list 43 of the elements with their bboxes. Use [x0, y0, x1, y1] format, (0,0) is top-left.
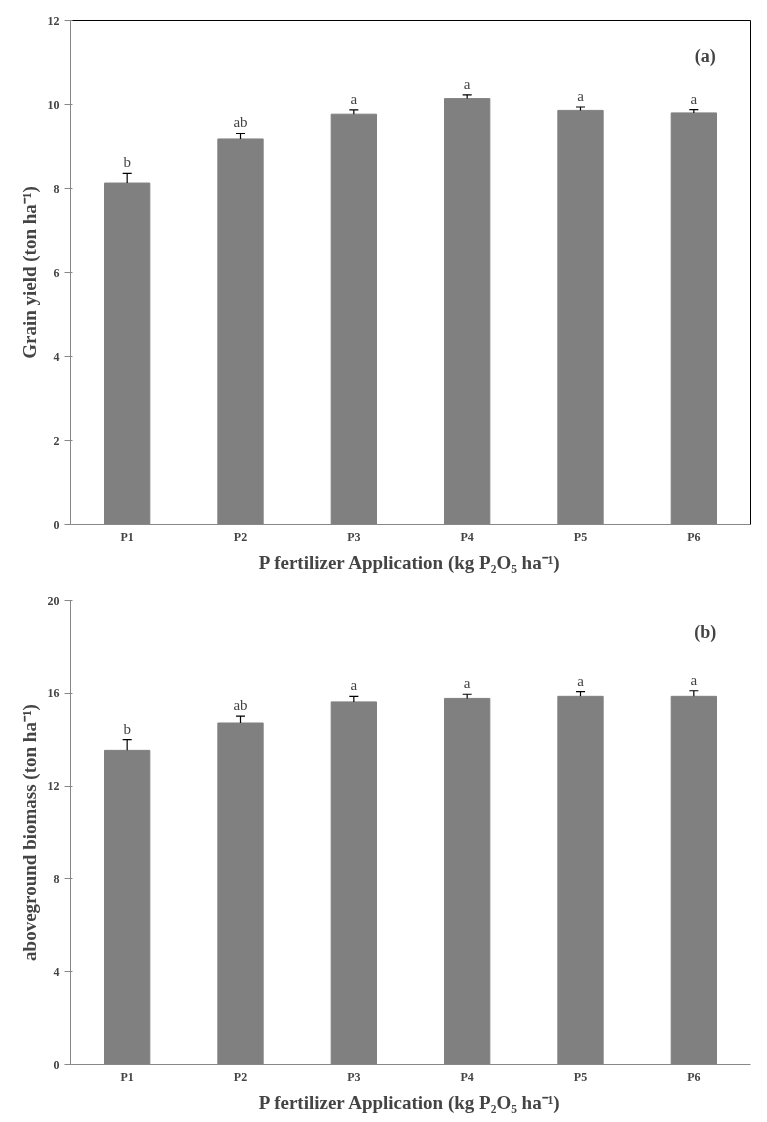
x-tick-label: P2	[233, 1069, 248, 1084]
x-tick-label: P5	[573, 1069, 588, 1084]
y-tick-label: 8	[53, 871, 60, 886]
annotation: b	[123, 720, 131, 737]
x-tick-label: P4	[460, 529, 474, 544]
annotation: (a)	[694, 45, 716, 67]
annotation: a	[690, 671, 698, 688]
annotation: a	[463, 675, 471, 692]
y-tick-label: 0	[53, 517, 60, 532]
y-tick-label: 12	[47, 13, 60, 28]
x-tick-label: P6	[687, 1069, 701, 1084]
x-tick-label: P3	[347, 529, 361, 544]
y-tick-label: 8	[53, 181, 60, 196]
x-tick-label: P1	[120, 529, 134, 544]
x-tick-label: P4	[460, 1069, 474, 1084]
x-tick-label: P1	[120, 1069, 134, 1084]
annotation: ab	[233, 114, 248, 131]
annotation: a	[350, 677, 358, 694]
annotation: a	[463, 75, 471, 92]
y-axis-title: Grain yield (ton ha⁻¹)	[18, 186, 41, 359]
y-tick-label: 6	[53, 265, 60, 280]
y-tick-label: 4	[53, 349, 60, 364]
annotation: a	[577, 88, 585, 105]
x-axis-title: P fertilizer Application (kg P₂O₅ ha⁻¹)	[258, 1091, 560, 1114]
x-tick-label: P6	[687, 529, 701, 544]
y-tick-label: 0	[53, 1057, 60, 1072]
y-tick-label: 4	[53, 964, 60, 979]
y-tick-label: 20	[47, 593, 60, 608]
y-tick-label: 12	[47, 779, 60, 794]
x-tick-label: P5	[573, 529, 588, 544]
annotation: b	[123, 154, 131, 171]
annotation: ab	[233, 697, 248, 714]
y-tick-label: 10	[47, 97, 60, 112]
x-tick-label: P2	[233, 529, 248, 544]
y-tick-label: 16	[47, 686, 60, 701]
x-tick-label: P3	[347, 1069, 361, 1084]
annotation: a	[690, 90, 698, 107]
y-axis-title: aboveground biomass (ton ha⁻¹)	[18, 704, 41, 961]
annotation: (b)	[694, 622, 717, 644]
annotation: a	[350, 90, 358, 107]
x-axis-title: P fertilizer Application (kg P₂O₅ ha⁻¹)	[258, 551, 560, 574]
annotation: a	[577, 672, 585, 689]
y-tick-label: 2	[53, 433, 60, 448]
